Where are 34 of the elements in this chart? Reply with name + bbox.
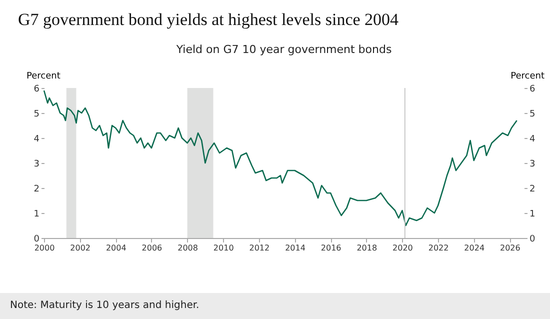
x-tick-label: 2014 [285, 244, 306, 252]
y2-tick-label: 3 [530, 160, 536, 170]
x-tick-label: 2010 [213, 244, 234, 252]
x-tick-label: 2012 [249, 244, 270, 252]
chart-title: G7 government bond yields at highest levels since 2004 [18, 10, 399, 30]
y-tick-label: 0 [34, 234, 40, 244]
y2-tick-label: 0 [530, 234, 536, 244]
chart-subtitle: Yield on G7 10 year government bonds [175, 43, 392, 56]
x-tick-label: 2020 [392, 244, 413, 252]
x-tick-label: 2000 [34, 244, 55, 252]
y-tick-label: 1 [34, 210, 40, 220]
y2-tick-label: 4 [530, 134, 536, 144]
x-tick-label: 2016 [320, 244, 342, 252]
y-tick-label: 3 [34, 160, 40, 170]
y2-axis-title: Percent [510, 72, 545, 82]
y-tick-label: 4 [34, 134, 40, 144]
x-tick-label: 2024 [464, 244, 485, 252]
y-tick-label: 6 [34, 84, 40, 94]
y2-tick-label: 5 [530, 110, 536, 120]
x-tick-label: 2008 [178, 244, 198, 252]
x-tick-label: 2004 [106, 244, 126, 252]
text: Note: Maturity is 10 years and higher. [0, 293, 550, 319]
y2-tick-label: 6 [530, 84, 536, 94]
line-series [43, 90, 518, 226]
x-tick-label: 2006 [142, 244, 162, 252]
y2-tick-label: 1 [530, 210, 536, 220]
y2-tick-label: 2 [530, 184, 536, 194]
y-tick-label: 2 [34, 184, 40, 194]
y-axis-title: Percent [26, 72, 61, 82]
x-tick-label: 2022 [428, 244, 449, 252]
x-tick-label: 2002 [70, 244, 90, 252]
x-tick-label: 2018 [356, 244, 378, 252]
y-tick-label: 5 [34, 110, 40, 120]
x-tick-label: 2026 [500, 244, 520, 252]
